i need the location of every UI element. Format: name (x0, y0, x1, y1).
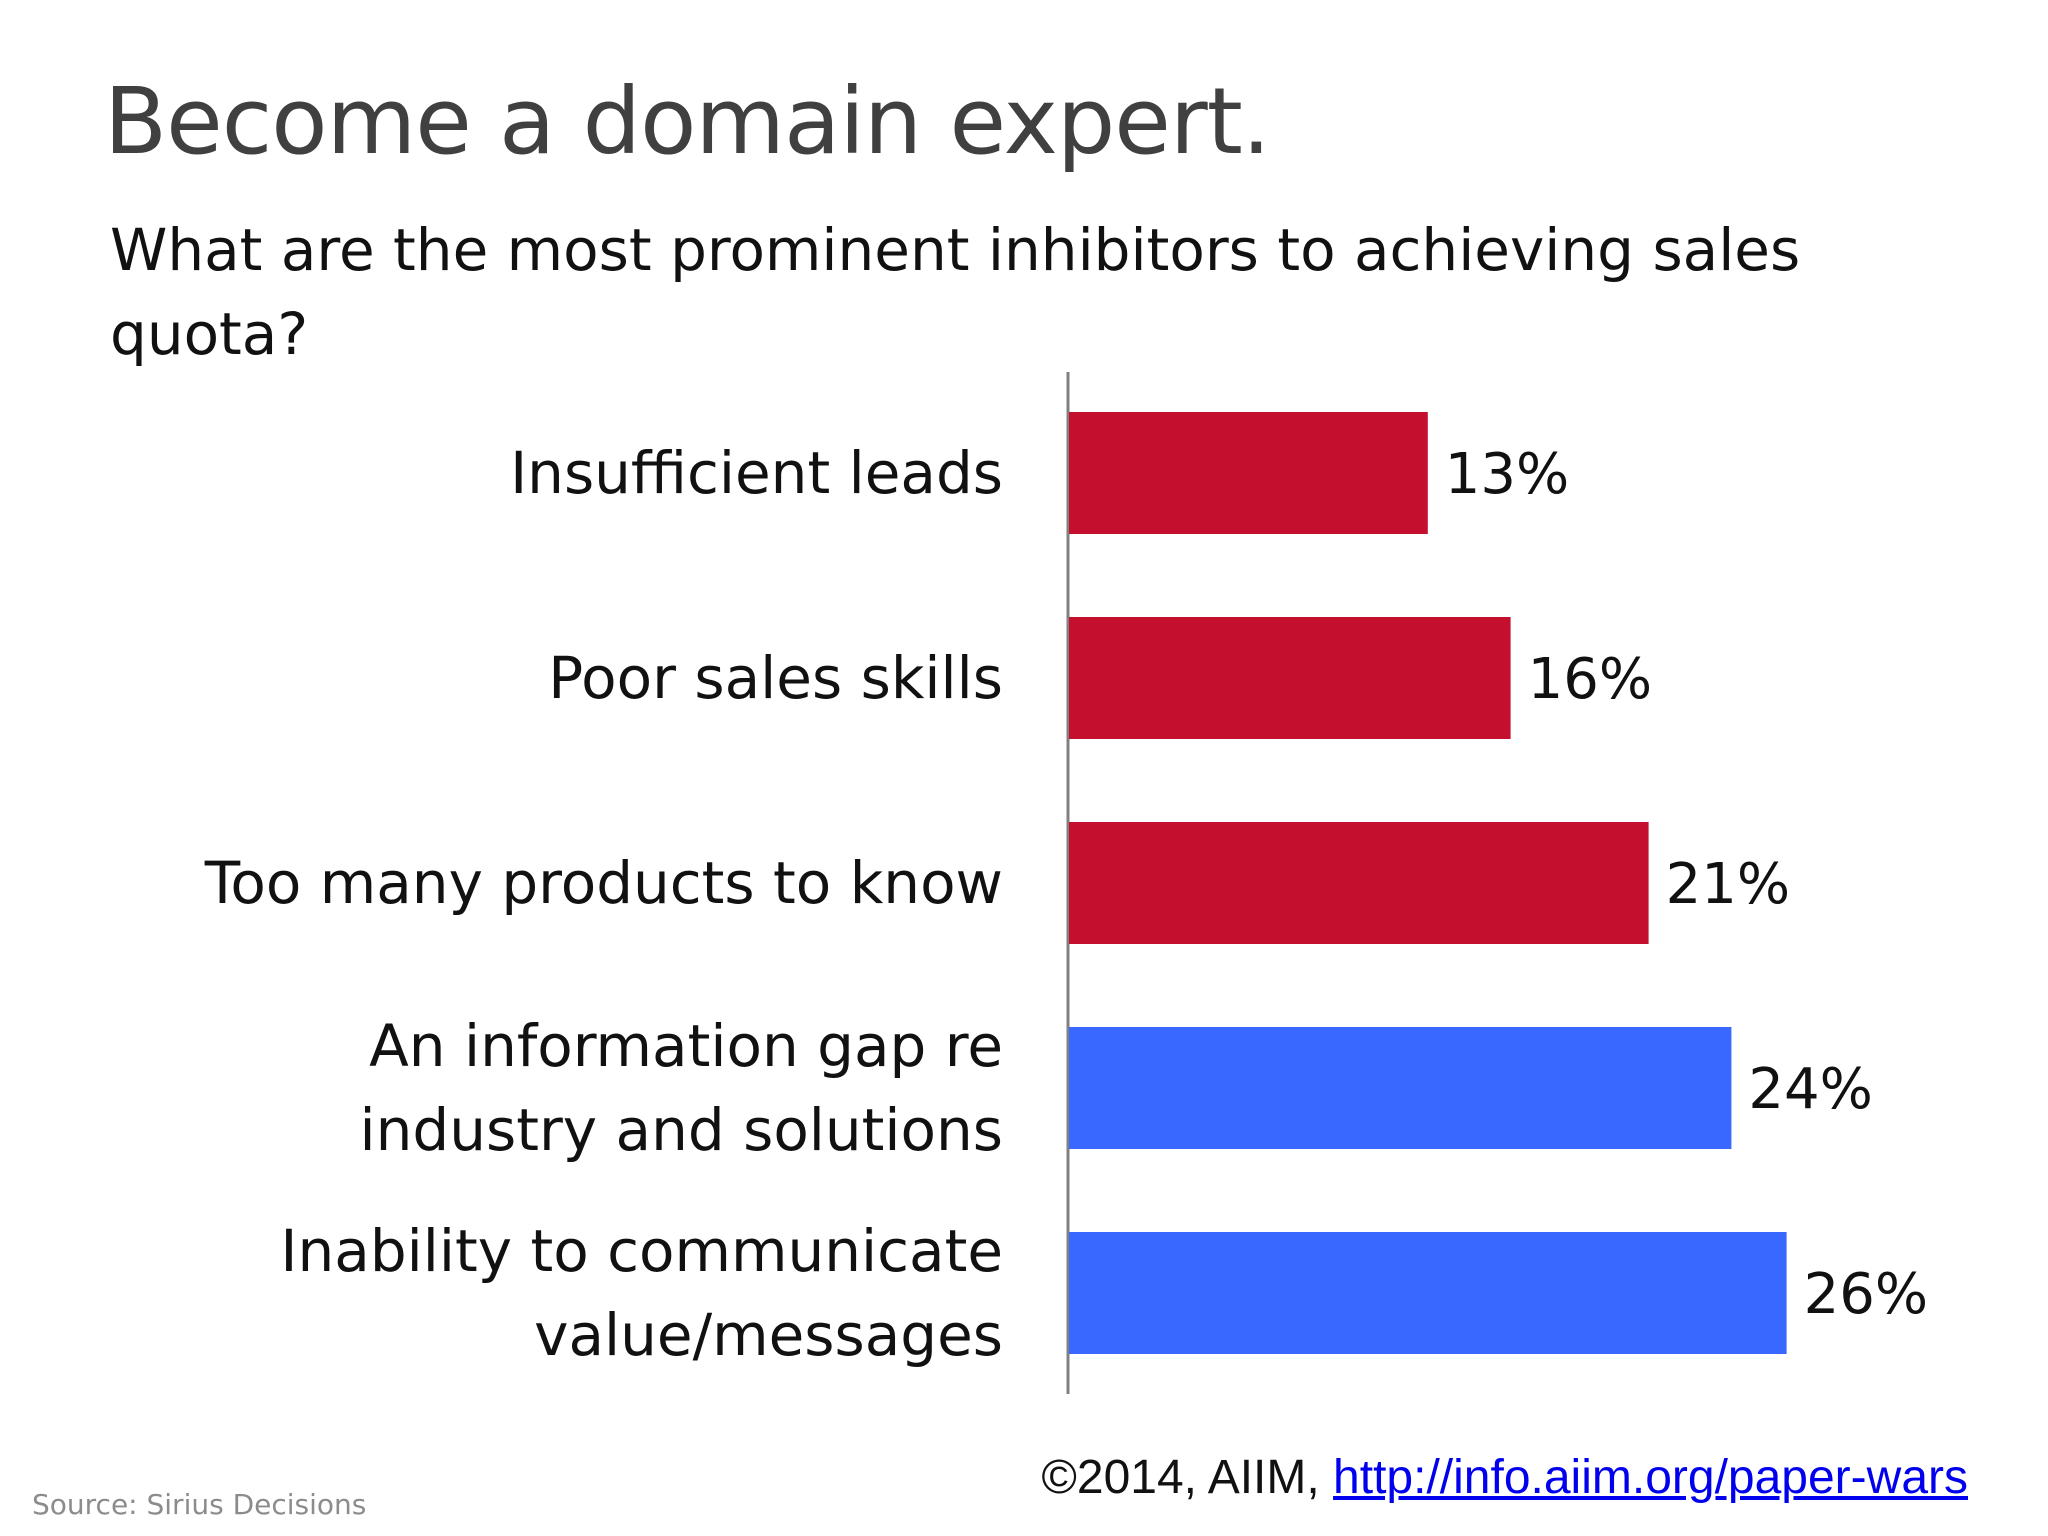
bar (1069, 1027, 1732, 1149)
category-label: Insufficient leads (510, 439, 1003, 507)
category-label: Too many products to know (204, 849, 1003, 917)
paper-wars-link[interactable]: http://info.aiim.org/paper-wars (1333, 1451, 1968, 1504)
copyright-text: ©2014, AIIM, (1041, 1451, 1334, 1504)
bar (1069, 412, 1428, 534)
copyright-credit: ©2014, AIIM, http://info.aiim.org/paper-… (1042, 1450, 1968, 1505)
bar (1069, 617, 1511, 739)
category-label: value/messages (534, 1301, 1003, 1369)
category-label: Inability to communicate (280, 1217, 1003, 1285)
data-label: 16% (1528, 647, 1652, 712)
chart-question: What are the most prominent inhibitors t… (110, 216, 1801, 368)
source-note: Source: Sirius Decisions (32, 1488, 367, 1521)
bar (1069, 1232, 1787, 1354)
category-label: An information gap re (369, 1012, 1003, 1080)
category-label: Poor sales skills (548, 644, 1003, 712)
data-label: 13% (1445, 442, 1569, 507)
data-label: 21% (1666, 852, 1790, 917)
slide-title: Become a domain expert. (104, 68, 1271, 175)
category-label: industry and solutions (360, 1096, 1003, 1164)
bar (1069, 822, 1649, 944)
data-label: 24% (1748, 1057, 1872, 1122)
data-label: 26% (1804, 1262, 1928, 1327)
